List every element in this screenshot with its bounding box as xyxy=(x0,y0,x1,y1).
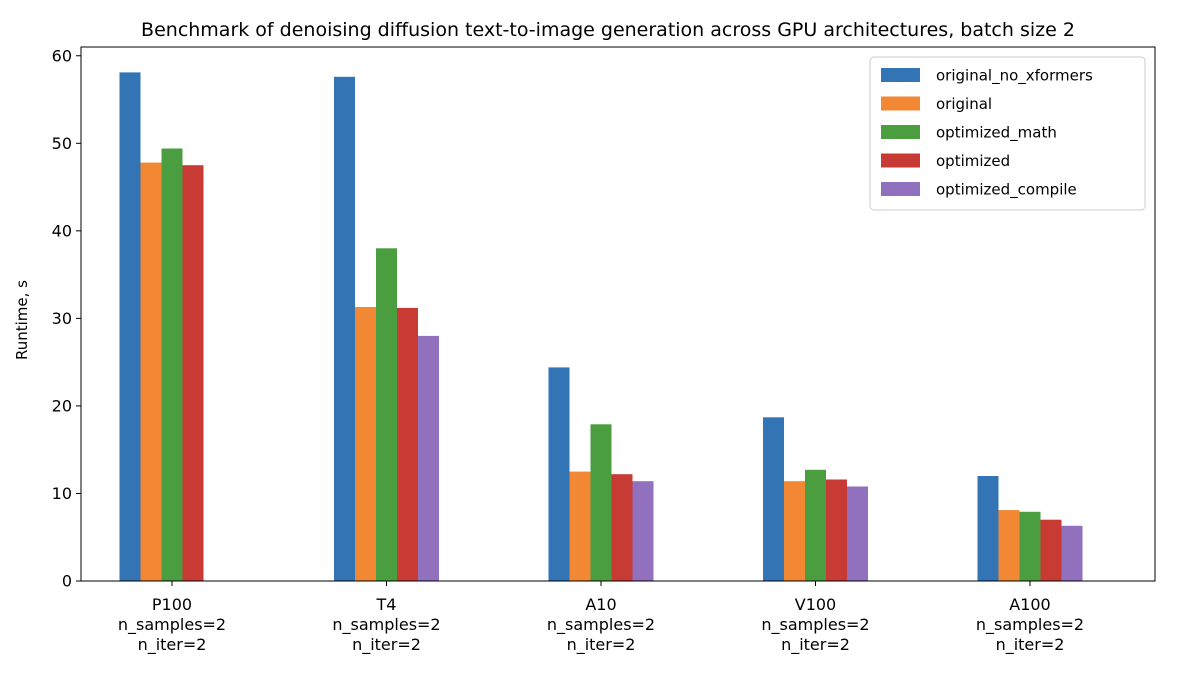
bar-original-2 xyxy=(569,471,591,581)
x-tick-label: A10 xyxy=(585,595,616,614)
legend-label-original_no_xformers: original_no_xformers xyxy=(936,67,1093,86)
x-tick-label: n_samples=2 xyxy=(976,615,1084,635)
x-tick-label: V100 xyxy=(795,595,836,614)
legend-swatch-optimized_compile xyxy=(881,182,920,196)
legend-label-optimized: optimized xyxy=(936,152,1010,170)
x-tick-label: n_samples=2 xyxy=(118,615,226,635)
bar-original_no_xformers-0 xyxy=(119,72,141,582)
legend-swatch-original_no_xformers xyxy=(881,68,920,82)
y-tick-label: 10 xyxy=(52,484,72,503)
bar-optimized_compile-2 xyxy=(632,481,654,581)
chart-title: Benchmark of denoising diffusion text-to… xyxy=(141,19,1075,41)
x-axis: P100n_samples=2n_iter=2T4n_samples=2n_it… xyxy=(118,581,1084,655)
legend-box xyxy=(869,56,1146,211)
x-tick-label: n_samples=2 xyxy=(547,615,655,635)
bar-original-3 xyxy=(784,481,805,581)
bar-original_no_xformers-3 xyxy=(763,417,784,581)
bar-original-0 xyxy=(140,162,162,581)
y-tick-label: 60 xyxy=(52,46,72,65)
y-tick-label: 40 xyxy=(52,221,72,240)
legend-swatch-original xyxy=(881,96,920,111)
x-tick-label: n_iter=2 xyxy=(138,635,207,655)
y-tick-label: 20 xyxy=(52,396,72,415)
bar-optimized_math-1 xyxy=(376,248,397,582)
legend-label-original: original xyxy=(936,95,992,113)
bar-optimized_compile-3 xyxy=(847,486,868,581)
bar-optimized_math-3 xyxy=(805,469,826,581)
legend-label-optimized_compile: optimized_compile xyxy=(936,181,1077,200)
bar-optimized_math-4 xyxy=(1019,511,1041,581)
x-tick-label: n_iter=2 xyxy=(781,635,850,655)
bar-optimized_math-2 xyxy=(590,424,612,581)
x-tick-label: P100 xyxy=(152,595,192,614)
y-tick-label: 50 xyxy=(52,134,72,153)
bar-optimized-1 xyxy=(397,307,418,581)
x-tick-label: n_iter=2 xyxy=(352,635,421,655)
y-axis-label: Runtime, s xyxy=(13,280,31,360)
plot-frame xyxy=(80,46,1156,582)
bar-original_no_xformers-1 xyxy=(334,76,355,582)
y-tick-label: 0 xyxy=(62,572,72,591)
bar-original-4 xyxy=(998,510,1020,581)
x-tick-label: n_iter=2 xyxy=(996,635,1065,655)
x-tick-label: A100 xyxy=(1009,595,1050,614)
bars-layer xyxy=(119,72,1083,582)
bar-optimized_compile-1 xyxy=(418,335,439,581)
x-tick-label: n_iter=2 xyxy=(567,635,636,655)
legend: original_no_xformers original optimized_ma… xyxy=(869,56,1146,211)
bar-optimized-0 xyxy=(182,165,204,581)
x-tick-label: n_samples=2 xyxy=(332,615,440,635)
bar-optimized-2 xyxy=(611,474,633,581)
bar-optimized_compile-4 xyxy=(1061,525,1083,581)
legend-label-optimized_math: optimized_math xyxy=(936,124,1057,143)
bar-original_no_xformers-2 xyxy=(548,367,570,581)
y-axis: 0 10 20 30 40 50 60 xyxy=(52,46,81,591)
legend-swatch-optimized_math xyxy=(881,125,920,139)
bar-optimized_math-0 xyxy=(161,148,183,581)
bar-original-1 xyxy=(355,307,376,581)
bar-original_no_xformers-4 xyxy=(977,476,999,581)
x-tick-label: n_samples=2 xyxy=(761,615,869,635)
bar-optimized-3 xyxy=(826,479,847,581)
legend-swatch-optimized xyxy=(881,153,920,168)
bar-optimized-4 xyxy=(1040,519,1062,581)
y-tick-label: 30 xyxy=(52,309,72,328)
x-tick-label: T4 xyxy=(376,595,397,614)
